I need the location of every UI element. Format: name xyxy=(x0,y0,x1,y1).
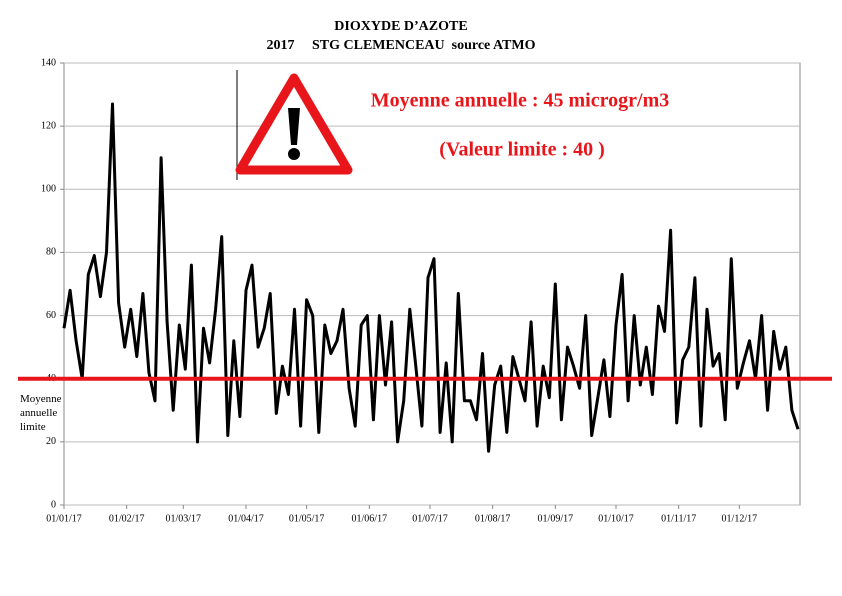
y-tick-label: 80 xyxy=(46,247,56,258)
y-tick-label: 100 xyxy=(41,184,56,195)
warning-icon xyxy=(235,70,353,180)
annotation: (Valeur limite : 40 ) xyxy=(439,139,605,161)
x-tick-label: 01/03/17 xyxy=(166,513,202,524)
x-tick-label: 01/05/17 xyxy=(289,513,325,524)
plot-area: 02040608010012014001/01/1701/02/1701/03/… xyxy=(18,57,832,524)
x-tick-label: 01/09/17 xyxy=(538,513,574,524)
y-tick-label: 20 xyxy=(46,436,56,447)
y-tick-label: 120 xyxy=(41,120,56,131)
chart-subtitle: 2017 STG CLEMENCEAU source ATMO xyxy=(267,38,536,53)
plot-frame xyxy=(63,62,801,506)
y-tick-label: 140 xyxy=(41,57,56,68)
x-tick-label: 01/12/17 xyxy=(722,513,758,524)
y-tick-label: 0 xyxy=(51,499,56,510)
chart-title: DIOXYDE D’AZOTE xyxy=(334,19,467,34)
x-tick-label: 01/10/17 xyxy=(598,513,634,524)
threshold-label: annuelle xyxy=(20,407,57,419)
x-tick-label: 01/11/17 xyxy=(661,513,696,524)
x-tick-label: 01/02/17 xyxy=(109,513,145,524)
threshold-label: limite xyxy=(20,421,46,433)
data-line xyxy=(62,102,800,453)
x-tick-label: 01/01/17 xyxy=(46,513,82,524)
x-tick-label: 01/07/17 xyxy=(412,513,448,524)
x-tick-label: 01/04/17 xyxy=(228,513,264,524)
annotation: Moyenne annuelle : 45 microgr/m3 xyxy=(371,90,669,112)
x-tick-label: 01/06/17 xyxy=(352,513,388,524)
threshold-label: Moyenne xyxy=(20,393,62,405)
x-tick-label: 01/08/17 xyxy=(475,513,511,524)
y-tick-label: 60 xyxy=(46,310,56,321)
